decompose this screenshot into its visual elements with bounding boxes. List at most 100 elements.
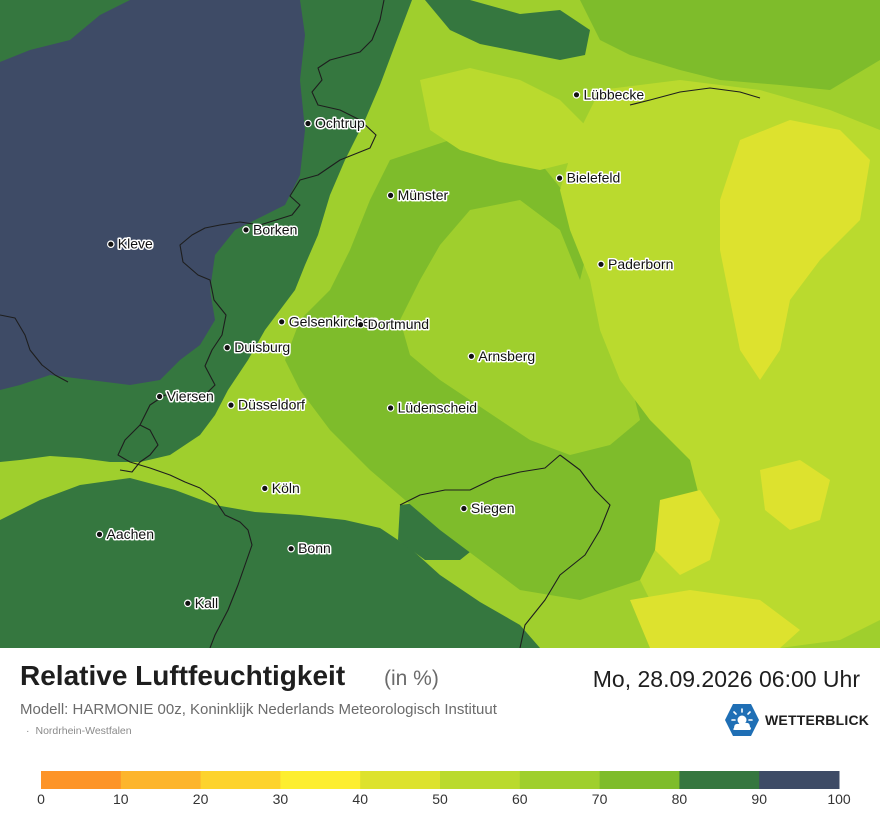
city-label: Lüdenscheid xyxy=(398,400,477,416)
city-marker[interactable]: Kleve xyxy=(107,234,155,253)
legend-swatch xyxy=(679,771,760,789)
legend-tick: 30 xyxy=(273,791,289,807)
legend-tick: 80 xyxy=(672,791,688,807)
city-dot xyxy=(277,317,286,326)
border-nl-be xyxy=(0,314,69,383)
city-label: Köln xyxy=(272,480,300,496)
city-marker[interactable]: Münster xyxy=(386,185,450,204)
brand-logo[interactable]: WETTERBLICK xyxy=(724,703,869,737)
city-marker[interactable]: Viersen xyxy=(155,387,215,406)
city-marker[interactable]: Dortmund xyxy=(356,315,431,334)
city-label: Bielefeld xyxy=(567,170,621,186)
city-dot xyxy=(572,91,581,99)
city-dot xyxy=(227,401,235,409)
border-nrw-south xyxy=(399,454,561,506)
legend-tick: 70 xyxy=(592,791,608,807)
city-dot xyxy=(467,352,476,361)
sun-cloud-logo-icon xyxy=(725,704,759,736)
brand-label: WETTERBLICK xyxy=(765,712,870,728)
city-dot xyxy=(460,504,468,513)
zone-70-80-north xyxy=(580,0,880,90)
zone-60-70-central xyxy=(400,200,640,455)
city-dot xyxy=(223,343,232,352)
border-be-de xyxy=(199,487,253,648)
city-label: Kleve xyxy=(118,236,153,252)
forecast-datetime: Mo, 28.09.2026 06:00 Uhr xyxy=(592,666,860,692)
city-marker[interactable]: Paderborn xyxy=(597,254,675,273)
map-title: Relative Luftfeuchtigkeit xyxy=(20,660,346,691)
city-label: Dortmund xyxy=(368,316,429,332)
legend-tick: 50 xyxy=(432,791,448,807)
legend-swatch xyxy=(200,771,281,789)
city-marker[interactable]: Lüdenscheid xyxy=(386,398,479,417)
city-dot xyxy=(95,530,104,539)
zone-40-50-east-core xyxy=(720,120,870,380)
city-marker[interactable]: Borken xyxy=(242,220,299,239)
city-label: Kall xyxy=(195,595,218,611)
city-label: Siegen xyxy=(471,500,515,516)
city-marker[interactable]: Bonn xyxy=(287,539,332,558)
city-marker[interactable]: Arnsberg xyxy=(467,346,537,365)
legend-swatch xyxy=(519,771,601,789)
border-lines xyxy=(0,0,761,648)
legend-tick: 10 xyxy=(113,791,129,807)
region-label: · Nordrhein-Westfalen xyxy=(26,725,132,737)
legend-swatch xyxy=(280,771,361,789)
city-markers: Lübbecke Ochtrup Bielefeld Münster Borken Kle… xyxy=(95,85,675,612)
humidity-map[interactable]: Lübbecke Ochtrup Bielefeld Münster Borken Kle… xyxy=(0,0,880,648)
region-name: Nordrhein-Westfalen xyxy=(35,725,132,737)
city-dot xyxy=(356,320,365,329)
city-marker[interactable]: Lübbecke xyxy=(572,85,646,104)
border-nl-lower xyxy=(119,424,159,473)
border-nrw-se xyxy=(519,454,611,648)
legend-tick: 0 xyxy=(37,791,45,807)
city-label: Arnsberg xyxy=(478,348,535,364)
city-marker[interactable]: Duisburg xyxy=(223,338,292,357)
unit-label: (in %) xyxy=(384,667,439,690)
legend-tick: 100 xyxy=(827,791,851,807)
city-dot xyxy=(597,260,605,269)
city-marker[interactable]: Ochtrup xyxy=(304,114,367,133)
city-marker[interactable]: Düsseldorf xyxy=(227,395,307,414)
legend-swatch xyxy=(599,771,680,789)
legend-tick: 20 xyxy=(193,791,209,807)
city-marker[interactable]: Bielefeld xyxy=(555,168,622,187)
city-label: Bonn xyxy=(298,540,331,556)
zone-80-90-southwest xyxy=(0,478,540,648)
region-bullet: · xyxy=(26,725,30,737)
legend-swatch xyxy=(759,771,840,789)
city-dot xyxy=(386,404,395,412)
city-dot xyxy=(242,226,250,234)
legend-swatch xyxy=(360,771,441,789)
city-label: Lübbecke xyxy=(584,86,645,102)
border-nrw-east xyxy=(629,87,761,106)
city-marker[interactable]: Aachen xyxy=(95,524,155,543)
city-dot xyxy=(287,544,295,553)
legend-swatch xyxy=(440,771,521,789)
zone-40-50-south-patch xyxy=(760,460,830,530)
city-label: Düsseldorf xyxy=(238,397,305,413)
legend-swatch xyxy=(120,771,202,789)
zone-40-50-far-south xyxy=(630,590,800,648)
city-label: Münster xyxy=(398,187,449,203)
city-label: Ochtrup xyxy=(315,115,365,131)
city-dot xyxy=(184,599,192,608)
city-marker[interactable]: Gelsenkirchen xyxy=(277,312,380,331)
zone-90-100-northwest xyxy=(0,0,305,390)
city-dot xyxy=(155,392,164,401)
city-dot xyxy=(260,484,269,493)
city-dot xyxy=(555,174,564,182)
city-dot xyxy=(386,191,395,200)
city-marker[interactable]: Köln xyxy=(260,478,301,497)
city-label: Duisburg xyxy=(234,339,290,355)
zone-40-50-south-east xyxy=(655,490,720,575)
city-marker[interactable]: Siegen xyxy=(460,499,516,518)
city-label: Gelsenkirchen xyxy=(289,313,379,329)
city-label: Viersen xyxy=(167,388,214,404)
legend-tick: 90 xyxy=(751,791,767,807)
city-label: Borken xyxy=(253,221,297,237)
legend-swatch xyxy=(41,771,122,789)
legend-tick: 40 xyxy=(352,791,368,807)
city-label: Aachen xyxy=(107,526,154,542)
city-marker[interactable]: Kall xyxy=(184,593,220,612)
